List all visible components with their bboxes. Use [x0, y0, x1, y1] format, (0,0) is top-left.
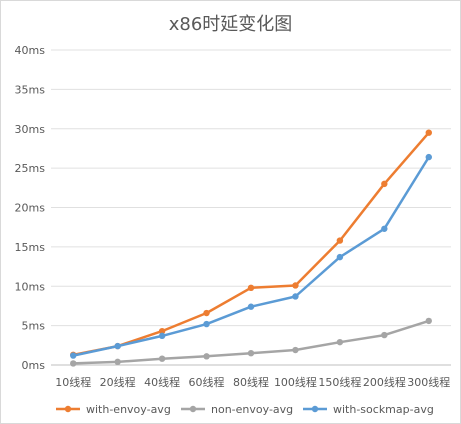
data-point	[70, 360, 77, 367]
y-tick-label: 30ms	[15, 123, 46, 136]
x-tick-label: 20线程	[100, 375, 136, 389]
x-tick-label: 100线程	[274, 375, 317, 389]
x-tick-label: 60线程	[189, 375, 225, 389]
data-point	[114, 358, 121, 366]
legend-marker	[311, 405, 319, 413]
data-point	[158, 327, 166, 335]
data-point	[292, 293, 299, 300]
data-point	[425, 317, 432, 325]
data-point	[336, 253, 344, 261]
legend-marker	[189, 405, 197, 413]
x-tick-label: 40线程	[144, 375, 180, 389]
data-point	[381, 331, 388, 339]
x-tick-label: 200线程	[363, 375, 406, 389]
data-point	[158, 332, 166, 340]
legend-label: with-envoy-avg	[86, 403, 171, 416]
y-tick-label: 15ms	[15, 241, 46, 254]
y-tick-label: 20ms	[15, 202, 46, 215]
series-with-envoy-avg	[70, 129, 432, 358]
data-point	[292, 346, 299, 354]
data-point	[158, 355, 166, 362]
y-tick-label: 40ms	[15, 44, 46, 57]
legend-label: with-sockmap-avg	[333, 403, 434, 416]
y-tick-label: 10ms	[15, 280, 46, 293]
x-axis-tick-labels: 10线程 20线程 40线程 60线程 80线程 100线程 150线程 200线程 300线程	[55, 375, 450, 389]
legend: with-envoy-avg non-envoy-avg with-sockmap-…	[56, 403, 434, 416]
data-point	[203, 309, 210, 317]
x-tick-label: 80线程	[233, 375, 269, 389]
legend-label: non-envoy-avg	[211, 403, 293, 416]
legend-marker	[64, 405, 72, 413]
series-line	[71, 131, 431, 357]
data-point	[381, 225, 388, 232]
data-point	[203, 320, 210, 328]
legend-item: with-sockmap-avg	[303, 403, 434, 416]
y-tick-label: 35ms	[15, 83, 46, 96]
gridlines	[51, 49, 451, 366]
y-axis-tick-labels: 0ms 5ms 10ms 15ms 20ms 25ms 30ms 35ms 40ms	[15, 44, 46, 372]
data-point	[70, 352, 77, 359]
data-point	[203, 353, 210, 360]
x-tick-label: 150线程	[318, 375, 361, 389]
chart-title: x86时延变化图	[168, 14, 293, 35]
y-tick-label: 25ms	[15, 162, 46, 175]
data-point	[292, 282, 299, 289]
data-point	[336, 237, 344, 244]
y-tick-label: 0ms	[22, 359, 46, 372]
x-tick-label: 10线程	[55, 375, 91, 389]
data-point	[247, 303, 255, 310]
legend-item: non-envoy-avg	[181, 403, 293, 416]
x-tick-label: 300线程	[407, 375, 450, 389]
series-non-envoy-avg	[70, 317, 432, 367]
data-point	[247, 349, 255, 357]
legend-item: with-envoy-avg	[56, 403, 171, 416]
series-with-sockmap-avg	[70, 153, 432, 359]
data-point	[381, 180, 388, 188]
data-point	[247, 284, 255, 292]
y-tick-label: 5ms	[22, 320, 46, 333]
series-lines	[70, 129, 432, 367]
data-point	[336, 338, 344, 346]
data-point	[425, 129, 432, 136]
data-point	[114, 342, 121, 350]
data-point	[425, 153, 432, 161]
